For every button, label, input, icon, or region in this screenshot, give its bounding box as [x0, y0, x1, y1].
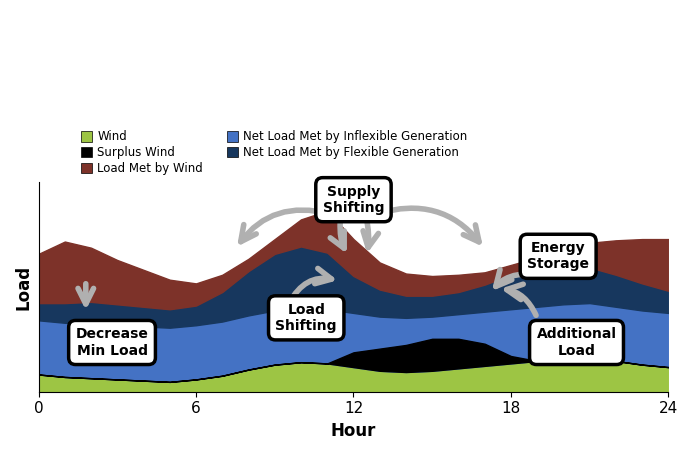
Text: Supply
Shifting: Supply Shifting: [323, 185, 384, 215]
Text: Load
Shifting: Load Shifting: [276, 303, 337, 333]
Text: Energy
Storage: Energy Storage: [527, 241, 589, 272]
Y-axis label: Load: Load: [15, 264, 33, 310]
Text: Decrease
Min Load: Decrease Min Load: [76, 328, 148, 358]
Text: Additional
Load: Additional Load: [536, 328, 617, 358]
Legend: Wind, Surplus Wind, Load Met by Wind, Net Load Met by Inflexible Generation, Net: Wind, Surplus Wind, Load Met by Wind, Ne…: [76, 126, 472, 180]
X-axis label: Hour: Hour: [331, 422, 376, 440]
